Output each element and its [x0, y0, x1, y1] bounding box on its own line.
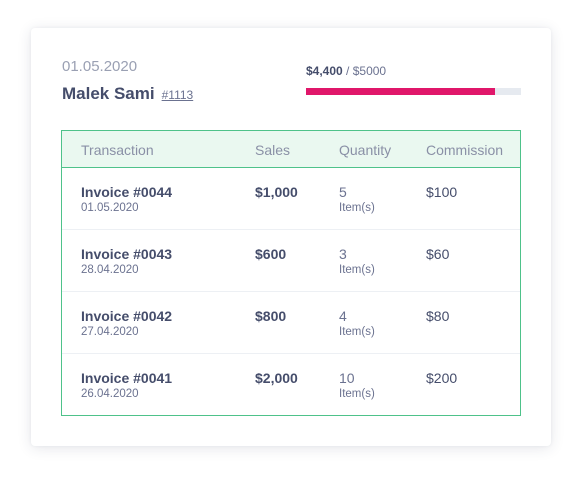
progress-current: $4,400 [306, 64, 343, 78]
progress-bar [306, 88, 521, 95]
sales-card: 01.05.2020 Malek Sami #1113 $4,400 / $50… [31, 28, 551, 446]
table-row[interactable]: Invoice #0043 28.04.2020 $600 3 Item(s) … [62, 230, 520, 292]
sales-value: $2,000 [255, 370, 298, 386]
table-row[interactable]: Invoice #0042 27.04.2020 $800 4 Item(s) … [62, 292, 520, 354]
progress-label: $4,400 / $5000 [306, 64, 386, 78]
invoice-number: Invoice #0041 [81, 370, 173, 386]
quantity-cell: 5 Item(s) [339, 184, 375, 214]
quantity-cell: 10 Item(s) [339, 370, 375, 400]
column-header-sales: Sales [255, 142, 291, 158]
transaction-cell: Invoice #0043 28.04.2020 [81, 246, 172, 276]
quantity-value: 3 [339, 246, 347, 262]
table-row[interactable]: Invoice #0044 01.05.2020 $1,000 5 Item(s… [62, 168, 520, 230]
commission-value: $60 [426, 246, 450, 262]
transaction-cell: Invoice #0041 26.04.2020 [81, 370, 172, 400]
invoice-number: Invoice #0044 [81, 184, 173, 200]
commission-value: $100 [426, 184, 458, 200]
transaction-cell: Invoice #0044 01.05.2020 [81, 184, 172, 214]
transactions-table: Transaction Sales Quantity Commission In… [61, 130, 521, 416]
invoice-date: 27.04.2020 [81, 326, 139, 338]
invoice-date: 01.05.2020 [81, 202, 139, 214]
column-header-transaction: Transaction [81, 142, 154, 158]
progress-separator: / [346, 64, 350, 78]
name-row: Malek Sami #1113 [62, 84, 193, 104]
quantity-unit: Item(s) [339, 326, 375, 338]
commission-value: $80 [426, 308, 450, 324]
invoice-date: 26.04.2020 [81, 388, 139, 400]
invoice-date: 28.04.2020 [81, 264, 139, 276]
invoice-number: Invoice #0043 [81, 246, 173, 262]
commission-value: $200 [426, 370, 458, 386]
progress-target: $5000 [352, 64, 387, 78]
quantity-value: 10 [339, 370, 355, 386]
table-row[interactable]: Invoice #0041 26.04.2020 $2,000 10 Item(… [62, 354, 520, 415]
table-header: Transaction Sales Quantity Commission [62, 131, 520, 168]
quantity-cell: 4 Item(s) [339, 308, 375, 338]
column-header-commission: Commission [426, 142, 504, 158]
header-date: 01.05.2020 [62, 58, 138, 75]
sales-value: $600 [255, 246, 287, 262]
invoice-number: Invoice #0042 [81, 308, 173, 324]
quantity-value: 5 [339, 184, 347, 200]
person-id-link[interactable]: #1113 [161, 88, 194, 102]
transaction-cell: Invoice #0042 27.04.2020 [81, 308, 172, 338]
quantity-unit: Item(s) [339, 388, 375, 400]
quantity-unit: Item(s) [339, 202, 375, 214]
quantity-unit: Item(s) [339, 264, 375, 276]
person-name: Malek Sami [62, 84, 155, 103]
column-header-quantity: Quantity [339, 142, 392, 158]
sales-value: $800 [255, 308, 287, 324]
quantity-cell: 3 Item(s) [339, 246, 375, 276]
progress-bar-fill [306, 88, 496, 95]
quantity-value: 4 [339, 308, 347, 324]
sales-value: $1,000 [255, 184, 298, 200]
